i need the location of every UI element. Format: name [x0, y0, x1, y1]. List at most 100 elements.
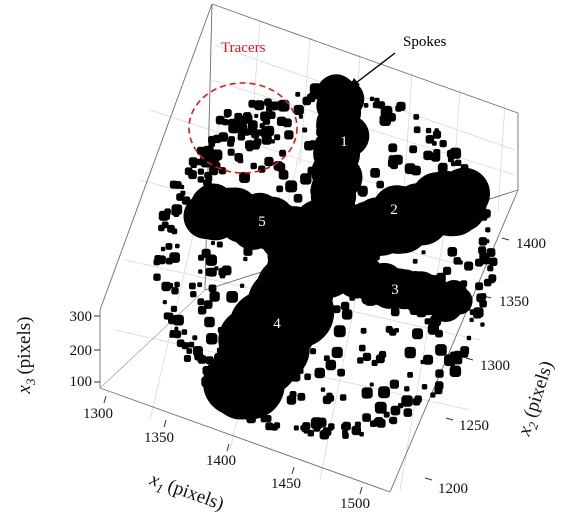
tracer-point [400, 216, 412, 228]
tracer-point [174, 281, 180, 288]
x1-tick-label: 1500 [340, 496, 370, 512]
tracer-point [243, 256, 248, 262]
tracer-point [409, 304, 420, 315]
tracer-point [225, 216, 234, 226]
rim-point [153, 273, 161, 281]
tracer-point [308, 245, 319, 256]
tracer-point [450, 280, 458, 288]
tracer-point [175, 243, 180, 249]
rim-point [205, 152, 210, 157]
tracer-point [380, 225, 392, 236]
rim-point [432, 141, 437, 146]
tracer-point [369, 382, 374, 387]
tracer-point [197, 306, 207, 315]
box-edge [99, 3, 213, 311]
tracer-point [303, 214, 315, 226]
tracer-point [382, 292, 390, 299]
tracer-point [374, 403, 381, 410]
tracer-point [242, 206, 250, 214]
tracer-point [340, 240, 345, 246]
tracer-point [304, 140, 314, 151]
tracer-point [198, 269, 203, 274]
tracer-point [429, 302, 435, 308]
tracer-point [247, 217, 259, 229]
tracer-point [339, 394, 347, 401]
rim-point [238, 396, 247, 405]
rim-point [196, 146, 205, 155]
tracer-point [244, 322, 251, 329]
tracer-point [230, 224, 235, 229]
tracer-point [389, 214, 397, 222]
rim-point [166, 257, 173, 265]
tracer-point [205, 356, 214, 365]
tracer-point [274, 134, 281, 141]
tracer-point [423, 354, 434, 365]
x1-tick-label: 1450 [271, 476, 301, 492]
tracer-point [357, 124, 367, 134]
x2-tick-label: 1200 [438, 481, 468, 497]
tracer-point [320, 387, 326, 392]
x1-axis-subscript: 1 [154, 480, 165, 496]
tracer-point [326, 220, 338, 232]
tracer-point [317, 187, 329, 199]
rim-point [157, 255, 166, 265]
tracer-point [331, 255, 342, 266]
tracer-point [280, 322, 285, 327]
tracer-point [389, 328, 397, 336]
rim-point [181, 342, 189, 350]
tracer-point [404, 386, 410, 392]
tracer-point [307, 166, 317, 176]
tracer-point [228, 118, 237, 127]
x2-axis-title: x2(pixels) [514, 358, 561, 440]
x1-tick-label: 1350 [144, 430, 174, 446]
tracer-point [205, 254, 217, 266]
x1-tick [103, 395, 107, 404]
rim-point [391, 406, 398, 413]
spoke-label-2: 2 [390, 202, 398, 218]
tracer-point [404, 346, 416, 359]
tracer-point [424, 318, 431, 325]
tracer-point [270, 139, 275, 144]
rim-point [460, 181, 465, 186]
spokes-arrowhead [348, 78, 360, 89]
tracer-point [375, 354, 385, 364]
rim-point [161, 211, 171, 221]
tracer-point [337, 246, 342, 251]
rim-point [170, 305, 178, 312]
tracer-point [446, 298, 458, 310]
x2-tick-label: 1250 [459, 418, 489, 434]
rim-point [212, 134, 222, 144]
rim-point [160, 246, 166, 252]
tracer-point [280, 255, 290, 265]
tracer-point [371, 252, 380, 261]
x1-tick-label: 1400 [206, 453, 236, 469]
tracer-point [266, 360, 274, 368]
tracer-point [212, 219, 217, 224]
tracer-point [383, 411, 390, 418]
spoke-label-5: 5 [258, 214, 266, 230]
tracer-point [276, 116, 287, 126]
tracer-point [267, 251, 278, 262]
tracer-point [204, 203, 209, 208]
tracer-point [421, 250, 426, 255]
spokes-annotation: Spokes [348, 34, 447, 89]
tracer-point [358, 274, 370, 286]
rim-point [328, 423, 335, 430]
rim-point [171, 209, 178, 216]
tracer-point [234, 348, 242, 356]
tracer-point [290, 371, 301, 382]
tracer-point [430, 172, 441, 183]
tracer-point [181, 329, 188, 335]
tracer-point [201, 186, 210, 195]
tracer-point [218, 223, 229, 234]
tracer-point [358, 344, 366, 352]
rim-point [172, 316, 179, 324]
tracer-point [360, 327, 367, 334]
tracer-point [268, 111, 276, 119]
tracer-point [287, 286, 296, 295]
tracer-point [332, 166, 344, 177]
tracer-point [358, 188, 368, 197]
rim-point [475, 282, 484, 291]
rim-point [265, 422, 274, 431]
rim-point [183, 354, 191, 362]
